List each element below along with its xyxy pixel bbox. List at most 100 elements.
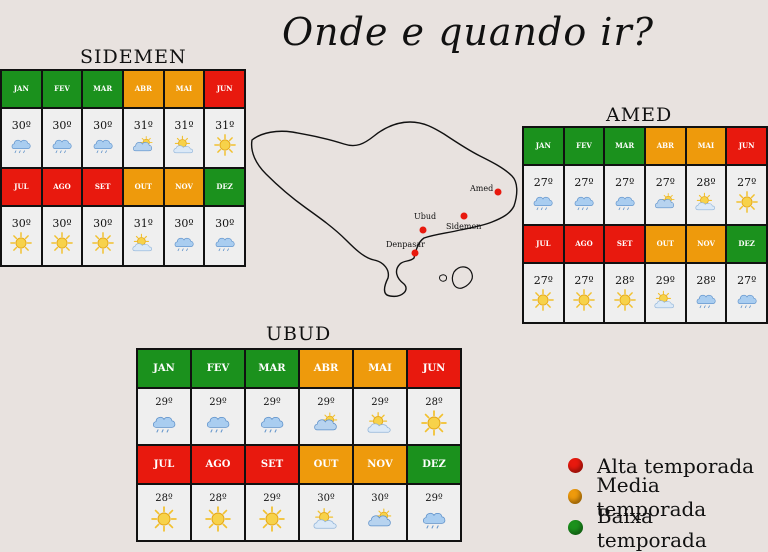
month-cell-dez: DEZ bbox=[727, 226, 766, 262]
temperature: 31º bbox=[133, 217, 153, 231]
weather-cell: 30º bbox=[42, 108, 82, 167]
calendar-amed: JAN FEV MAR ABR MAI JUN 27º 27º 27º 27º 28º 27º JUL A… bbox=[522, 126, 768, 324]
partly-cloudy-icon bbox=[132, 134, 154, 156]
weather-cell: 31º bbox=[164, 108, 204, 167]
temperature: 28º bbox=[155, 493, 173, 505]
sun-icon bbox=[421, 410, 447, 436]
month-cell-ago: AGO bbox=[564, 226, 604, 262]
weather-cell: 31º bbox=[205, 108, 244, 167]
temperature: 27º bbox=[737, 176, 757, 190]
temperature: 30º bbox=[52, 217, 72, 231]
month-cell-mai: MAI bbox=[686, 128, 726, 164]
month-cell-jul: JUL bbox=[2, 169, 41, 205]
sun-cloud-icon bbox=[367, 410, 393, 436]
legend-label: Baixa temporada bbox=[596, 503, 707, 552]
month-cell-fev: FEV bbox=[564, 128, 604, 164]
weather-cell: 28º bbox=[192, 485, 244, 540]
nusa-lembongan-outline bbox=[439, 274, 447, 282]
weather-cell: 29º bbox=[408, 485, 460, 540]
rain-cloud-icon bbox=[151, 410, 177, 436]
weather-cell: 28º bbox=[138, 485, 190, 540]
temperature: 28º bbox=[425, 397, 443, 409]
weather-cell: 31º bbox=[124, 108, 163, 167]
month-cell-mar: MAR bbox=[83, 71, 122, 107]
rain-cloud-icon bbox=[736, 289, 758, 311]
rain-cloud-icon bbox=[10, 134, 32, 156]
temperature: 28º bbox=[615, 274, 635, 288]
map-pin-sidemen bbox=[460, 212, 468, 220]
map-label-amed: Amed bbox=[469, 184, 493, 193]
month-cell-dez: DEZ bbox=[408, 446, 460, 484]
weather-cell: 31º bbox=[124, 206, 163, 265]
rain-cloud-icon bbox=[532, 191, 554, 213]
rain-cloud-icon bbox=[173, 232, 195, 254]
page-title: Onde e quando ir? bbox=[282, 10, 654, 54]
weather-cell: 28º bbox=[408, 389, 460, 444]
red-dot-icon bbox=[568, 458, 583, 473]
sun-icon bbox=[151, 506, 177, 532]
weather-cell: 27º bbox=[727, 165, 766, 224]
orange-dot-icon bbox=[568, 489, 583, 504]
sun-icon bbox=[91, 232, 114, 255]
map-pin-amed bbox=[494, 188, 502, 196]
temperature: 30º bbox=[11, 119, 31, 133]
temperature: 27º bbox=[737, 274, 757, 288]
temperature: 27º bbox=[533, 274, 553, 288]
temperature: 27º bbox=[655, 176, 675, 190]
month-cell-mai: MAI bbox=[354, 350, 406, 388]
month-cell-set: SET bbox=[605, 226, 644, 262]
temperature: 28º bbox=[696, 274, 716, 288]
month-cell-jun: JUN bbox=[408, 350, 460, 388]
month-cell-jan: JAN bbox=[524, 128, 563, 164]
weather-cell: 29º bbox=[300, 389, 352, 444]
legend-item-alta: Alta temporada bbox=[568, 450, 768, 481]
legend-label: Alta temporada bbox=[597, 453, 755, 478]
month-cell-abr: ABR bbox=[646, 128, 685, 164]
sun-cloud-icon bbox=[173, 134, 195, 156]
temperature: 30º bbox=[174, 217, 194, 231]
weather-cell: 30º bbox=[205, 206, 244, 265]
weather-cell: 27º bbox=[727, 263, 766, 322]
month-cell-abr: ABR bbox=[124, 71, 163, 107]
bali-map: Amed Ubud Sidemen Denpasar bbox=[250, 121, 518, 298]
month-cell-jun: JUN bbox=[205, 71, 244, 107]
temperature: 30º bbox=[93, 119, 113, 133]
partly-cloudy-icon bbox=[654, 191, 676, 213]
temperature: 30º bbox=[93, 217, 113, 231]
weather-cell: 29º bbox=[138, 389, 190, 444]
map-label-sidemen: Sidemen bbox=[446, 222, 481, 231]
temperature: 29º bbox=[263, 397, 281, 409]
temperature: 30º bbox=[215, 217, 235, 231]
legend: Alta temporada Media temporada Baixa tem… bbox=[568, 450, 768, 552]
weather-cell: 29º bbox=[246, 389, 298, 444]
temperature: 27º bbox=[615, 176, 635, 190]
partly-cloudy-icon bbox=[367, 506, 393, 532]
sun-icon bbox=[613, 289, 636, 312]
nusa-penida-outline bbox=[451, 266, 473, 289]
weather-cell: 27º bbox=[564, 165, 604, 224]
rain-cloud-icon bbox=[421, 506, 447, 532]
map-pin-denpasar bbox=[411, 249, 419, 257]
month-cell-abr: ABR bbox=[300, 350, 352, 388]
region-title-sidemen: SIDEMEN bbox=[80, 46, 187, 68]
month-cell-out: OUT bbox=[124, 169, 163, 205]
month-cell-dez: DEZ bbox=[205, 169, 244, 205]
temperature: 30º bbox=[11, 217, 31, 231]
region-title-ubud: UBUD bbox=[266, 323, 332, 345]
rain-cloud-icon bbox=[259, 410, 285, 436]
weather-cell: 29º bbox=[646, 263, 685, 322]
month-cell-nov: NOV bbox=[686, 226, 726, 262]
sun-icon bbox=[51, 232, 73, 255]
month-cell-jul: JUL bbox=[524, 226, 563, 262]
month-cell-mar: MAR bbox=[605, 128, 644, 164]
month-cell-mar: MAR bbox=[246, 350, 298, 388]
month-cell-ago: AGO bbox=[42, 169, 82, 205]
legend-item-media: Media temporada bbox=[568, 473, 768, 521]
map-label-ubud: Ubud bbox=[414, 212, 436, 221]
month-cell-nov: NOV bbox=[354, 446, 406, 484]
bali-island-outline bbox=[250, 121, 518, 298]
temperature: 28º bbox=[696, 176, 716, 190]
weather-cell: 30º bbox=[83, 108, 122, 167]
weather-cell: 30º bbox=[164, 206, 204, 265]
month-cell-jul: JUL bbox=[138, 446, 190, 484]
